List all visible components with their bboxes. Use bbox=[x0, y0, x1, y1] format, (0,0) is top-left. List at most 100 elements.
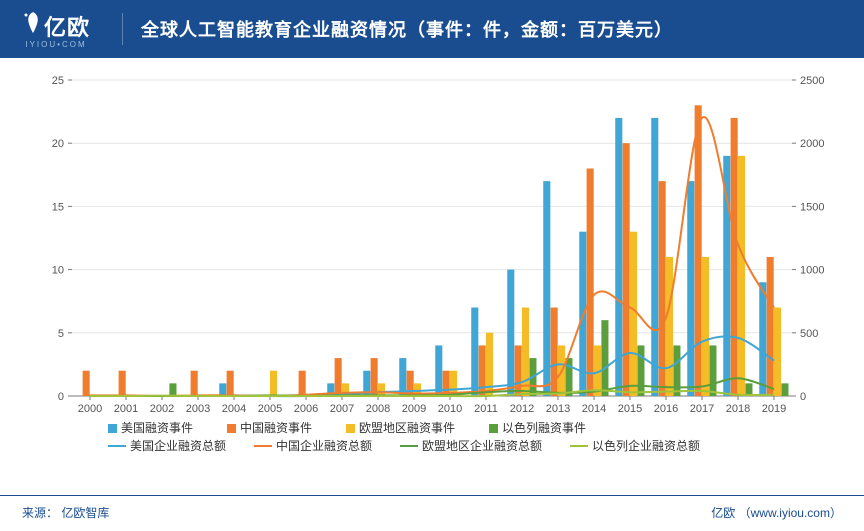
svg-text:欧盟地区融资事件: 欧盟地区融资事件 bbox=[359, 421, 455, 435]
bar-il_events bbox=[169, 383, 176, 396]
bar-eu_events bbox=[630, 232, 637, 396]
bar-cn_events bbox=[407, 371, 414, 396]
svg-text:15: 15 bbox=[52, 201, 64, 213]
bar-cn_events bbox=[731, 118, 738, 396]
bar-cn_events bbox=[119, 371, 126, 396]
bar-us_events bbox=[687, 181, 694, 396]
svg-text:10: 10 bbox=[52, 265, 64, 277]
svg-text:2010: 2010 bbox=[438, 403, 462, 415]
svg-text:25: 25 bbox=[52, 75, 64, 87]
bar-cn_events bbox=[587, 168, 594, 396]
legend-swatch-us_events bbox=[108, 424, 117, 433]
svg-text:2013: 2013 bbox=[546, 403, 570, 415]
svg-text:2018: 2018 bbox=[726, 403, 750, 415]
svg-text:美国融资事件: 美国融资事件 bbox=[121, 421, 193, 435]
svg-text:2011: 2011 bbox=[474, 403, 498, 415]
svg-text:2000: 2000 bbox=[800, 138, 824, 150]
bar-cn_events bbox=[335, 358, 342, 396]
bar-cn_events bbox=[83, 371, 90, 396]
svg-text:2007: 2007 bbox=[330, 403, 354, 415]
svg-text:2002: 2002 bbox=[150, 403, 174, 415]
svg-text:2006: 2006 bbox=[294, 403, 318, 415]
bar-cn_events bbox=[623, 143, 630, 396]
bar-cn_events bbox=[515, 345, 522, 396]
svg-text:2009: 2009 bbox=[402, 403, 426, 415]
header-divider bbox=[122, 13, 123, 45]
svg-text:0: 0 bbox=[58, 391, 64, 403]
svg-text:以色列融资事件: 以色列融资事件 bbox=[502, 421, 586, 435]
svg-text:2012: 2012 bbox=[510, 403, 534, 415]
bar-eu_events bbox=[270, 371, 277, 396]
svg-text:2005: 2005 bbox=[258, 403, 282, 415]
chart-title: 全球人工智能教育企业融资情况（事件：件，金额：百万美元） bbox=[141, 16, 673, 42]
brand-tagline: IYIOU•COM bbox=[25, 40, 86, 49]
bar-il_events bbox=[637, 345, 644, 396]
bar-us_events bbox=[759, 282, 766, 396]
bar-us_events bbox=[435, 345, 442, 396]
bar-us_events bbox=[651, 118, 658, 396]
chart: 0510152025050010001500200025002000200120… bbox=[20, 70, 844, 470]
header-bar: 亿欧 IYIOU•COM 全球人工智能教育企业融资情况（事件：件，金额：百万美元… bbox=[0, 0, 864, 58]
legend-swatch-cn_events bbox=[227, 424, 236, 433]
bar-il_events bbox=[709, 345, 716, 396]
svg-text:2015: 2015 bbox=[618, 403, 642, 415]
svg-text:2019: 2019 bbox=[762, 403, 786, 415]
root: 亿欧 IYIOU•COM 全球人工智能教育企业融资情况（事件：件，金额：百万美元… bbox=[0, 0, 864, 531]
svg-text:0: 0 bbox=[800, 391, 806, 403]
bar-il_events bbox=[673, 345, 680, 396]
brand-name: 亿欧 bbox=[44, 10, 90, 42]
attribution: 亿欧 （www.iyiou.com） bbox=[711, 504, 842, 531]
bar-cn_events bbox=[695, 105, 702, 396]
bar-eu_events bbox=[702, 257, 709, 396]
attr-paren: （ bbox=[739, 506, 751, 520]
bar-eu_events bbox=[774, 308, 781, 396]
bar-cn_events bbox=[371, 358, 378, 396]
bar-il_events bbox=[565, 358, 572, 396]
svg-text:1000: 1000 bbox=[800, 265, 824, 277]
bar-eu_events bbox=[738, 156, 745, 396]
bar-eu_events bbox=[378, 383, 385, 396]
svg-text:欧盟地区企业融资总额: 欧盟地区企业融资总额 bbox=[422, 438, 542, 453]
bar-us_events bbox=[219, 383, 226, 396]
source-name: 亿欧智库 bbox=[61, 506, 109, 520]
svg-text:2017: 2017 bbox=[690, 403, 714, 415]
bar-cn_events bbox=[767, 257, 774, 396]
svg-text:2016: 2016 bbox=[654, 403, 678, 415]
bar-cn_events bbox=[299, 371, 306, 396]
attr-url: www.iyiou.com bbox=[751, 506, 830, 520]
svg-text:美国企业融资总额: 美国企业融资总额 bbox=[130, 438, 226, 453]
bar-us_events bbox=[543, 181, 550, 396]
bar-cn_events bbox=[227, 371, 234, 396]
footer: 来源： 亿欧智库 亿欧 （www.iyiou.com） bbox=[0, 495, 864, 531]
svg-text:2008: 2008 bbox=[366, 403, 390, 415]
bar-us_events bbox=[471, 308, 478, 396]
attr-name: 亿欧 bbox=[711, 506, 735, 520]
bar-us_events bbox=[723, 156, 730, 396]
svg-text:5: 5 bbox=[58, 328, 64, 340]
svg-text:500: 500 bbox=[800, 328, 818, 340]
svg-text:2004: 2004 bbox=[222, 403, 246, 415]
svg-text:中国企业融资总额: 中国企业融资总额 bbox=[276, 438, 372, 453]
svg-text:2001: 2001 bbox=[114, 403, 138, 415]
source-label: 来源： bbox=[22, 506, 58, 520]
legend-swatch-eu_events bbox=[346, 424, 355, 433]
bar-cn_events bbox=[659, 181, 666, 396]
brand-logo: 亿欧 IYIOU•COM bbox=[22, 10, 90, 49]
svg-text:2014: 2014 bbox=[582, 403, 606, 415]
chart-svg: 0510152025050010001500200025002000200120… bbox=[20, 70, 844, 470]
bar-il_events bbox=[781, 383, 788, 396]
svg-text:2003: 2003 bbox=[186, 403, 210, 415]
svg-text:1500: 1500 bbox=[800, 201, 824, 213]
bar-eu_events bbox=[666, 257, 673, 396]
source: 来源： 亿欧智库 bbox=[22, 504, 109, 531]
bar-us_events bbox=[615, 118, 622, 396]
leaf-icon bbox=[22, 11, 44, 35]
svg-text:2000: 2000 bbox=[78, 403, 102, 415]
legend-swatch-il_events bbox=[489, 424, 498, 433]
bar-cn_events bbox=[191, 371, 198, 396]
bar-il_events bbox=[601, 320, 608, 396]
svg-text:中国融资事件: 中国融资事件 bbox=[240, 420, 312, 435]
attr-paren2: ） bbox=[830, 506, 842, 520]
bar-us_events bbox=[507, 270, 514, 396]
svg-text:20: 20 bbox=[52, 138, 64, 150]
